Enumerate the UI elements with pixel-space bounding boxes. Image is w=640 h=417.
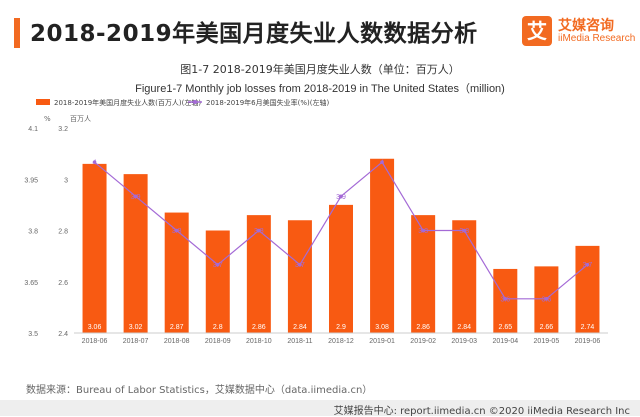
logo-name-en: iiMedia Research (558, 33, 636, 44)
x-axis-tick: 2018-11 (287, 338, 312, 345)
bar-value-label: 2.86 (252, 324, 266, 331)
line-value-label: 3.7 (295, 262, 305, 269)
bar (370, 158, 395, 333)
bar (82, 163, 107, 333)
bar (287, 220, 312, 333)
chart-title: 图1-7 2018-2019年美国月度失业人数（单位：百万人） (180, 63, 460, 76)
bar-value-label: 2.8 (213, 324, 223, 331)
line-value-label: 3.8 (172, 228, 182, 235)
right-axis-unit: 百万人 (70, 115, 91, 123)
right-axis-tick: 3 (64, 177, 68, 184)
bar (575, 245, 600, 333)
line-point (298, 262, 302, 267)
brand-logo: 艾 艾媒咨询 iiMedia Research (522, 14, 635, 50)
line-value-label: 3.6 (542, 296, 552, 303)
bar-value-label: 2.74 (581, 324, 595, 331)
line-value-label: 3.8 (459, 228, 469, 235)
bar-value-label: 2.86 (416, 324, 430, 331)
x-axis-tick: 2019-03 (451, 338, 477, 345)
legend-label-line: 2018-2019年6月美国失业率(%)(左轴) (206, 98, 329, 107)
bar (329, 204, 353, 333)
x-axis-tick: 2018-12 (328, 338, 354, 345)
x-axis-tick: 2019-05 (534, 338, 560, 345)
data-source-note: 数据来源：Bureau of Labor Statistics，艾媒数据中心（d… (26, 385, 373, 396)
line-point (339, 194, 343, 199)
right-axis-tick: 3.2 (58, 126, 68, 133)
left-axis-tick: 3.5 (28, 331, 38, 338)
left-axis-tick: 3.8 (28, 229, 38, 236)
right-axis-tick: 2.6 (58, 280, 68, 287)
x-axis-tick: 2019-04 (492, 338, 518, 345)
right-axis-tick: 2.4 (58, 331, 68, 338)
line-value-label: 4 (380, 160, 384, 167)
line-value-label: 3.8 (418, 228, 428, 235)
bar (411, 215, 436, 333)
title-accent-bar (14, 18, 20, 48)
bar-value-label: 2.65 (498, 324, 512, 331)
x-axis-tick: 2018-09 (205, 338, 231, 345)
legend-label-bars: 2018-2019年美国月度失业人数(百万人)(左轴) (54, 98, 201, 107)
x-axis-tick: 2018-07 (123, 338, 149, 345)
line-point (133, 194, 138, 199)
line-point (462, 228, 467, 233)
line-value-label: 3.7 (213, 262, 223, 269)
x-axis-tick: 2019-06 (575, 338, 601, 345)
footer-bar: 艾媒报告中心: report.iimedia.cn ©2020 iiMedia … (0, 400, 640, 417)
line-value-label: 3.7 (583, 262, 593, 269)
line-value-label: 3.6 (500, 296, 510, 303)
bar (164, 212, 189, 333)
chart-canvas: 2018-2019年美国月度失业人数(百万人)(左轴) 2018-2019年6月美… (24, 98, 608, 345)
bar-value-label: 3.06 (88, 324, 102, 331)
page-title: 2018-2019年美国月度失业人数数据分析 (30, 21, 478, 47)
left-axis-tick: 3.95 (24, 177, 38, 184)
bar (493, 268, 518, 333)
left-axis-tick: 3.65 (24, 280, 38, 287)
line-point (503, 297, 508, 301)
line-value-label: 3.8 (254, 228, 264, 235)
line-value-label: 4 (93, 160, 97, 167)
bar-value-label: 2.84 (457, 324, 471, 331)
bar (123, 174, 148, 333)
line-point (215, 262, 220, 267)
x-axis-tick: 2019-01 (369, 338, 395, 345)
bar-value-label: 3.08 (375, 324, 389, 331)
line-point (380, 160, 384, 164)
line-point (174, 228, 179, 233)
line-value-label: 3.9 (131, 194, 141, 201)
logo-name-cn: 艾媒咨询 (558, 18, 614, 34)
x-axis-tick: 2018-08 (164, 338, 190, 345)
line-point (257, 228, 261, 233)
left-axis-unit: % (44, 115, 51, 123)
bar-value-label: 3.02 (129, 324, 143, 331)
x-axis-tick: 2018-10 (246, 338, 272, 345)
footer-text: 艾媒报告中心: report.iimedia.cn ©2020 iiMedia … (333, 406, 630, 417)
right-axis-tick: 2.8 (58, 229, 68, 236)
bar (452, 220, 477, 333)
bar-value-label: 2.87 (170, 324, 184, 331)
left-axis-tick: 4.1 (28, 126, 38, 133)
bar-value-label: 2.84 (293, 324, 307, 331)
logo-mark-icon: 艾 (522, 16, 552, 46)
line-value-label: 3.9 (336, 194, 346, 201)
legend-swatch-bars (36, 99, 50, 105)
chart-subtitle: Figure1-7 Monthly job losses from 2018-2… (135, 83, 505, 95)
line-point (421, 228, 425, 233)
x-axis-tick: 2019-02 (410, 338, 436, 345)
bar (205, 230, 230, 333)
line-point (544, 297, 549, 301)
bar-value-label: 2.66 (540, 324, 554, 331)
x-axis-tick: 2018-06 (82, 338, 108, 345)
bar (246, 215, 271, 333)
line-point (585, 262, 590, 267)
bar-value-label: 2.9 (336, 324, 346, 331)
line-point (92, 160, 97, 164)
legend-marker-line (193, 100, 197, 104)
